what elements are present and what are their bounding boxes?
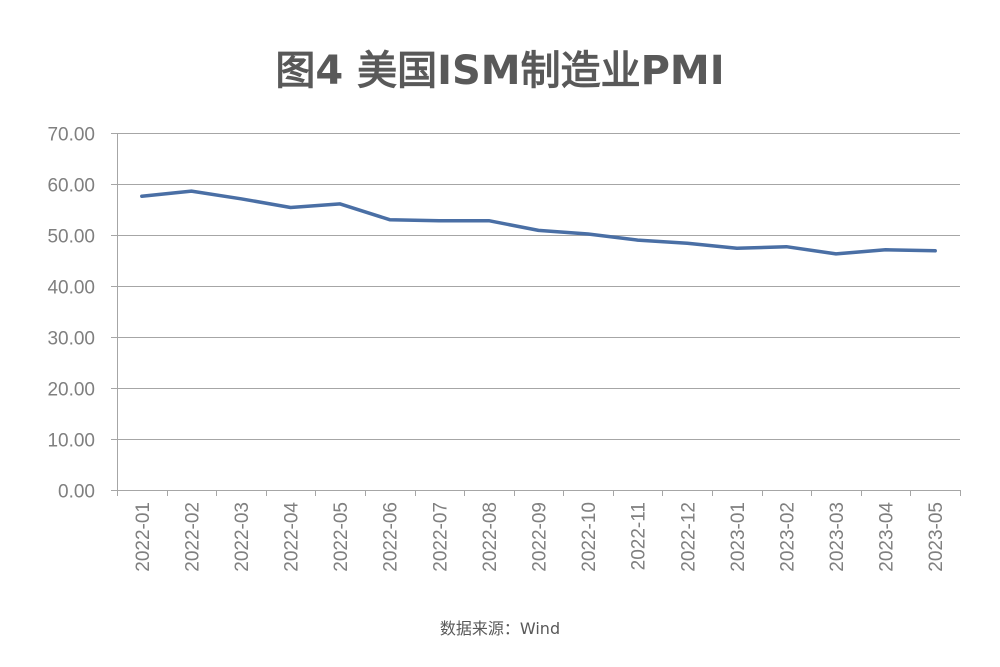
- x-tick-label: 2023-01: [728, 502, 749, 572]
- y-axis: 0.00 10.00 20.00 30.00 40.00 50.00 60.00 70.00: [47, 125, 118, 503]
- data-series: [140, 189, 937, 256]
- y-tick-label: 20.00: [47, 380, 95, 401]
- x-tick-label: 2022-12: [678, 502, 699, 572]
- x-tick-label: 2022-04: [282, 502, 303, 572]
- x-tick-label: 2023-04: [877, 502, 898, 572]
- x-tick-label: 2023-03: [827, 502, 848, 572]
- y-tick-label: 10.00: [47, 431, 95, 452]
- y-tick-label: 0.00: [58, 482, 95, 503]
- y-tick-label: 60.00: [47, 176, 95, 197]
- x-tick-label: 2022-02: [182, 502, 203, 572]
- x-tick-label: 2022-11: [629, 502, 650, 570]
- pmi-line: [140, 189, 937, 256]
- x-tick-label: 2023-02: [777, 502, 798, 572]
- y-tick-label: 50.00: [47, 227, 95, 248]
- x-tick-label: 2022-01: [133, 502, 154, 572]
- chart-title: 图4 美国ISM制造业PMI: [275, 48, 725, 94]
- gridlines: [111, 133, 960, 491]
- x-tick-label: 2022-10: [579, 502, 600, 572]
- x-tick-label: 2022-03: [232, 502, 253, 572]
- x-tick-label: 2022-07: [430, 502, 451, 572]
- x-tick-label: 2022-08: [480, 502, 501, 572]
- y-tick-label: 70.00: [47, 125, 95, 146]
- x-tick-label: 2023-05: [926, 502, 947, 572]
- x-tick-label: 2022-06: [381, 502, 402, 572]
- x-tick-label: 2022-05: [331, 502, 352, 572]
- x-tick-label: 2022-09: [530, 502, 551, 572]
- data-source-note: 数据来源：Wind: [439, 619, 561, 638]
- y-tick-label: 30.00: [47, 329, 95, 350]
- y-tick-label: 40.00: [47, 278, 95, 299]
- x-axis: 2022-01 2022-02 2022-03 2022-04 2022-05 2022-…: [117, 490, 961, 572]
